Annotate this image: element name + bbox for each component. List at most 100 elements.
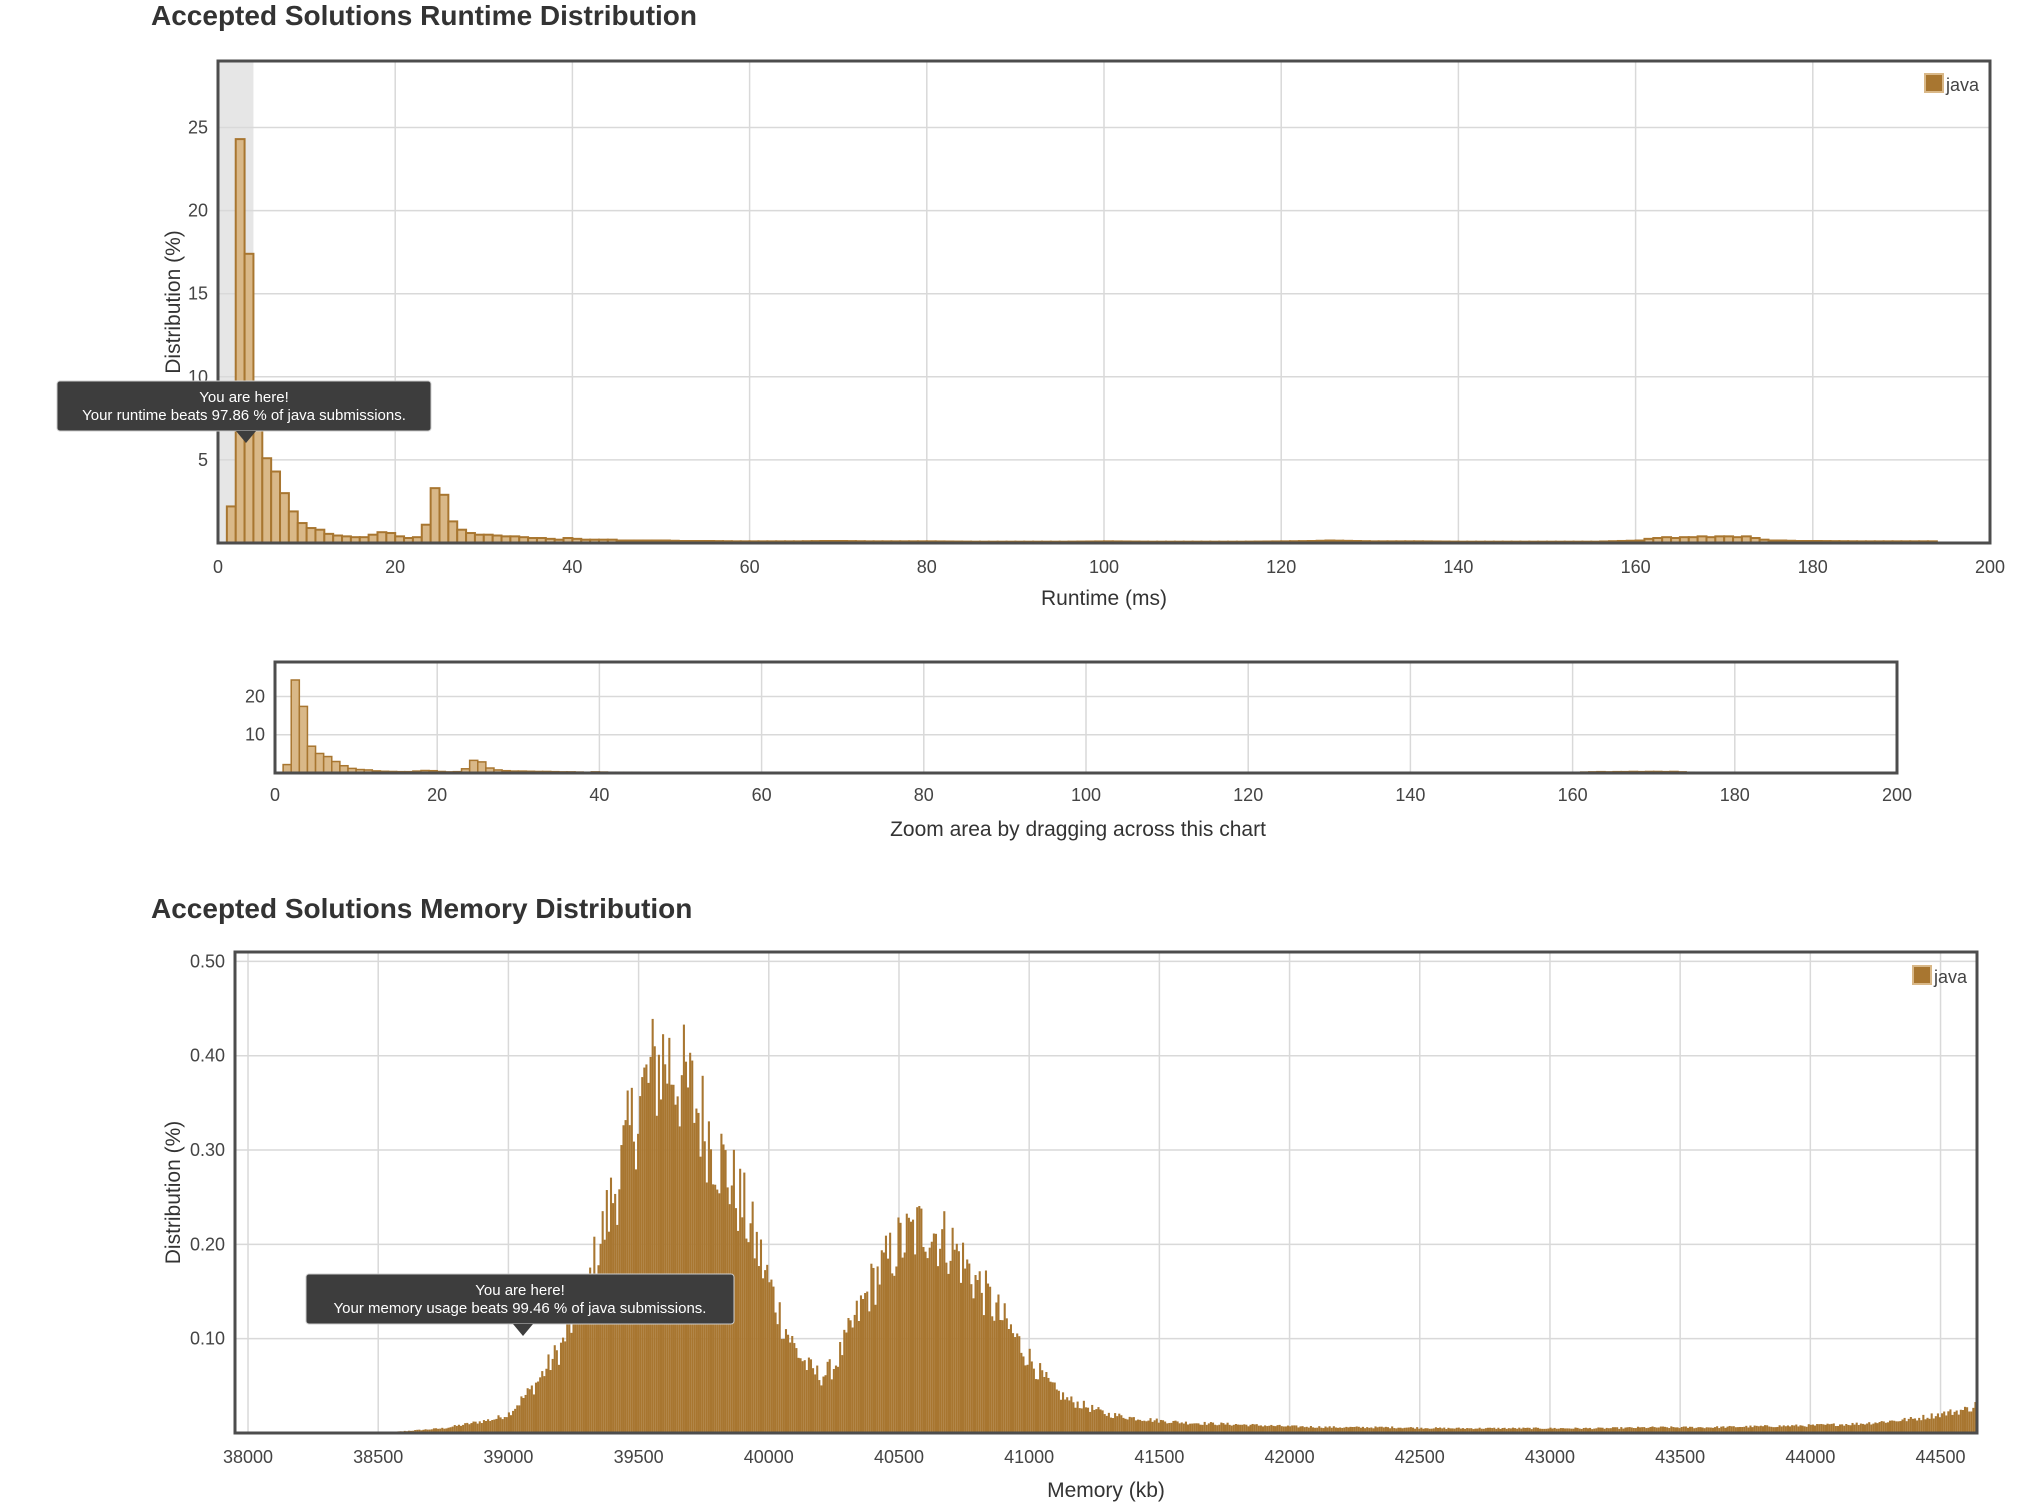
memory-bar[interactable] [1228, 1424, 1231, 1433]
memory-bar[interactable] [1720, 1426, 1723, 1433]
memory-bar[interactable] [943, 1211, 946, 1433]
memory-bar[interactable] [1476, 1428, 1479, 1433]
memory-bar[interactable] [995, 1302, 998, 1433]
memory-bar[interactable] [1149, 1418, 1152, 1433]
memory-bar[interactable] [1139, 1419, 1142, 1433]
memory-bar[interactable] [901, 1257, 904, 1433]
memory-bar[interactable] [966, 1259, 969, 1433]
memory-bar[interactable] [672, 1084, 675, 1433]
memory-bar[interactable] [1343, 1427, 1346, 1433]
memory-bar[interactable] [453, 1425, 456, 1433]
memory-bar[interactable] [1099, 1409, 1102, 1433]
memory-bar[interactable] [457, 1424, 460, 1433]
memory-bar[interactable] [809, 1359, 813, 1433]
memory-bar[interactable] [930, 1241, 933, 1433]
memory-bar[interactable] [687, 1087, 690, 1433]
memory-bar[interactable] [1268, 1425, 1271, 1433]
memory-bar[interactable] [451, 1426, 454, 1433]
memory-bar[interactable] [1605, 1427, 1608, 1433]
memory-bar[interactable] [1664, 1426, 1667, 1433]
memory-bar[interactable] [741, 1217, 744, 1433]
memory-bar[interactable] [799, 1358, 802, 1433]
memory-bar[interactable] [1828, 1424, 1831, 1433]
memory-bar[interactable] [662, 1034, 665, 1433]
memory-bar[interactable] [1418, 1428, 1421, 1433]
memory-bar[interactable] [1711, 1427, 1715, 1433]
memory-bar[interactable] [472, 1421, 475, 1433]
memory-bar[interactable] [1659, 1426, 1662, 1433]
memory-bar[interactable] [1922, 1414, 1925, 1433]
memory-bar[interactable] [1416, 1427, 1419, 1433]
memory-bar[interactable] [1447, 1427, 1450, 1433]
memory-bar[interactable] [497, 1415, 500, 1433]
memory-bar[interactable] [1484, 1428, 1487, 1433]
memory-bar[interactable] [691, 1060, 694, 1433]
memory-bar[interactable] [1399, 1427, 1402, 1433]
memory-bar[interactable] [1551, 1428, 1554, 1433]
memory-bar[interactable] [1580, 1428, 1583, 1433]
memory-bar[interactable] [1611, 1427, 1615, 1433]
memory-bar[interactable] [755, 1231, 758, 1433]
memory-bar[interactable] [630, 1087, 633, 1433]
memory-bar[interactable] [549, 1370, 552, 1433]
memory-bar[interactable] [1684, 1426, 1687, 1433]
memory-bar[interactable] [1772, 1427, 1775, 1433]
memory-bar[interactable] [816, 1365, 819, 1433]
memory-bar[interactable] [1045, 1372, 1048, 1433]
memory-bar[interactable] [1364, 1428, 1367, 1433]
memory-bar[interactable] [757, 1266, 760, 1433]
memory-bar[interactable] [1072, 1402, 1075, 1433]
memory-bar[interactable] [524, 1394, 527, 1433]
memory-bar[interactable] [1934, 1416, 1937, 1433]
memory-bar[interactable] [1157, 1422, 1160, 1433]
memory-bar[interactable] [926, 1258, 929, 1433]
memory-bar[interactable] [1422, 1428, 1425, 1433]
memory-bar[interactable] [555, 1350, 558, 1433]
memory-bar[interactable] [1151, 1421, 1154, 1433]
memory-bar[interactable] [1322, 1428, 1325, 1433]
memory-bar[interactable] [1189, 1423, 1192, 1433]
memory-bar[interactable] [476, 1423, 479, 1433]
memory-bar[interactable] [520, 1396, 523, 1433]
memory-bar[interactable] [1120, 1415, 1123, 1433]
memory-bar[interactable] [1974, 1402, 1977, 1433]
memory-bar[interactable] [484, 1421, 488, 1433]
memory-bar[interactable] [1599, 1427, 1602, 1433]
memory-bar[interactable] [857, 1321, 860, 1433]
runtime-bars[interactable] [225, 138, 1938, 545]
memory-bar[interactable] [1111, 1418, 1115, 1433]
memory-bar[interactable] [1076, 1401, 1079, 1433]
memory-bar[interactable] [474, 1421, 477, 1433]
memory-bar[interactable] [1049, 1381, 1052, 1433]
memory-bar[interactable] [455, 1425, 458, 1433]
memory-bar[interactable] [834, 1365, 838, 1433]
memory-bar[interactable] [880, 1250, 883, 1433]
memory-bar[interactable] [1109, 1417, 1112, 1433]
memory-bar[interactable] [1941, 1413, 1944, 1433]
memory-bar[interactable] [1136, 1419, 1140, 1433]
memory-bar[interactable] [1068, 1400, 1071, 1433]
memory-bar[interactable] [1963, 1406, 1967, 1433]
memory-bar[interactable] [470, 1423, 473, 1433]
memory-bar[interactable] [1266, 1426, 1269, 1433]
memory-bar[interactable] [1553, 1427, 1556, 1433]
memory-bar[interactable] [1809, 1424, 1812, 1433]
memory-bar[interactable] [1426, 1428, 1429, 1433]
memory-bar[interactable] [778, 1302, 781, 1433]
memory-bar[interactable] [1030, 1361, 1033, 1433]
memory-bar[interactable] [1724, 1427, 1727, 1433]
memory-bar[interactable] [895, 1266, 898, 1433]
runtime-bar[interactable] [305, 527, 317, 545]
memory-bar[interactable] [1211, 1422, 1215, 1433]
memory-bar[interactable] [1905, 1421, 1908, 1433]
memory-bar[interactable] [1766, 1425, 1769, 1433]
runtime-bar[interactable] [279, 492, 290, 545]
memory-bar[interactable] [1330, 1427, 1333, 1433]
memory-bar[interactable] [1697, 1427, 1700, 1433]
memory-bar[interactable] [595, 1282, 598, 1433]
memory-bar[interactable] [959, 1282, 963, 1433]
memory-bar[interactable] [1916, 1420, 1919, 1433]
memory-bar[interactable] [820, 1385, 823, 1433]
memory-bar[interactable] [1066, 1397, 1069, 1433]
memory-bar[interactable] [739, 1168, 742, 1433]
